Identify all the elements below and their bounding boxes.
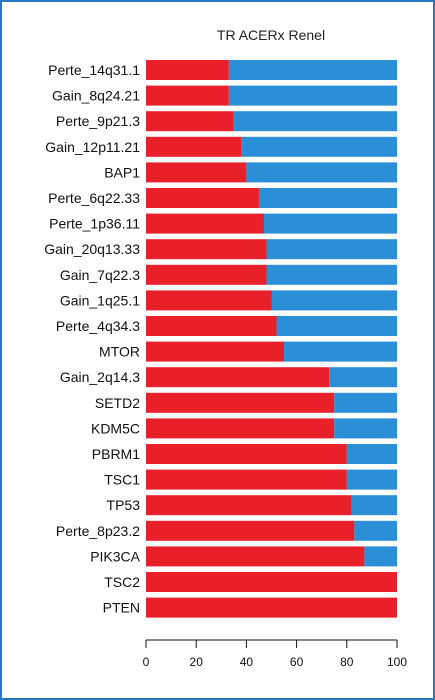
bar-segment-red xyxy=(146,572,397,592)
category-label: Gain_2q14.3 xyxy=(60,369,140,385)
bar-segment-blue xyxy=(271,290,397,311)
bar-segment-red xyxy=(146,495,352,516)
x-tick-label: 80 xyxy=(340,655,354,669)
category-label: Perte_1p36.11 xyxy=(49,216,140,232)
bar-segment-blue xyxy=(351,495,397,516)
bar-segment-red xyxy=(146,239,267,260)
bar-segment-red xyxy=(146,597,397,618)
bar-segment-blue xyxy=(334,418,397,439)
category-label: Gain_20q13.33 xyxy=(44,241,140,257)
bar-segment-blue xyxy=(329,367,397,388)
category-label: Gain_8q24.21 xyxy=(52,88,140,104)
category-label: PIK3CA xyxy=(90,548,140,564)
bar-segment-blue xyxy=(354,520,397,541)
bar-segment-red xyxy=(146,188,259,208)
category-label: Perte_9p21.3 xyxy=(56,113,140,129)
category-label: TSC1 xyxy=(104,472,140,488)
x-axis: 0 20 40 60 80 100 xyxy=(143,639,407,669)
bar-segment-red xyxy=(146,392,335,413)
category-label: Gain_12p11.21 xyxy=(45,139,140,155)
bar-segment-blue xyxy=(246,162,397,183)
bar-segment-red xyxy=(146,85,229,106)
bar-segment-red xyxy=(146,341,285,362)
bar-segment-red xyxy=(146,162,247,183)
category-label: Perte_8p23.2 xyxy=(56,523,140,539)
bar-segment-red xyxy=(146,111,234,132)
bar-segment-blue xyxy=(266,264,397,285)
category-label: PTEN xyxy=(103,600,140,616)
bar-segment-red xyxy=(146,418,335,439)
bar-segment-red xyxy=(146,367,330,388)
bar-segment-red xyxy=(146,469,347,490)
bar-segment-red xyxy=(146,213,264,234)
bar-segment-blue xyxy=(263,213,397,234)
bar-segment-blue xyxy=(284,341,397,362)
category-label: TP53 xyxy=(107,497,141,513)
bar-segment-red xyxy=(146,444,347,464)
bar-segment-blue xyxy=(266,239,397,260)
x-tick-label: 20 xyxy=(190,655,204,669)
bar-segment-blue xyxy=(258,188,397,208)
bar-segment-red xyxy=(146,60,229,80)
category-label: PBRM1 xyxy=(92,446,140,462)
bar-segment-red xyxy=(146,136,242,157)
bar-segment-red xyxy=(146,290,272,311)
bar-segment-red xyxy=(146,546,365,567)
bar-segment-red xyxy=(146,316,277,336)
category-label: BAP1 xyxy=(104,164,140,180)
x-tick-label: 60 xyxy=(290,655,304,669)
x-tick-label: 100 xyxy=(387,655,407,669)
bar-segment-blue xyxy=(346,469,397,490)
category-label: TSC2 xyxy=(104,574,140,590)
bar-segment-red xyxy=(146,264,267,285)
x-tick-label: 0 xyxy=(143,655,150,669)
bar-segment-blue xyxy=(276,316,397,336)
category-label: Perte_14q31.1 xyxy=(48,62,140,78)
category-label: Gain_1q25.1 xyxy=(60,292,140,308)
bar-segment-blue xyxy=(233,111,397,132)
bar-segment-red xyxy=(146,520,355,541)
bar-segment-blue xyxy=(334,392,397,413)
category-label: KDM5C xyxy=(91,420,140,436)
bar-segment-blue xyxy=(228,85,397,106)
category-label: Perte_6q22.33 xyxy=(48,190,140,206)
x-tick-label: 40 xyxy=(240,655,254,669)
bar-segment-blue xyxy=(346,444,397,464)
bar-segment-blue xyxy=(364,546,397,567)
chart-title: TR ACERx Renel xyxy=(217,27,325,43)
bar-segment-blue xyxy=(241,136,397,157)
category-label: Gain_7q22.3 xyxy=(60,267,140,283)
category-label: MTOR xyxy=(99,344,140,360)
category-labels: Perte_14q31.1 Gain_8q24.21 Perte_9p21.3 Gai… xyxy=(44,62,140,616)
category-label: Perte_4q34.3 xyxy=(56,318,140,334)
bar-segment-blue xyxy=(228,60,397,80)
bars-layer xyxy=(146,60,397,618)
category-label: SETD2 xyxy=(95,395,140,411)
